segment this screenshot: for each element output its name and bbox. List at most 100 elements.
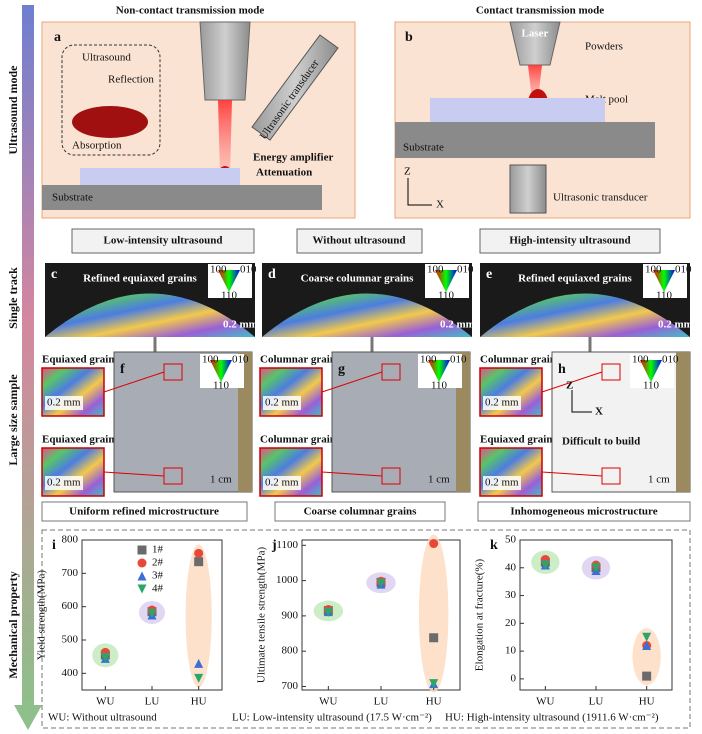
track-micrograph — [45, 293, 255, 337]
deposit — [80, 168, 240, 185]
y-tick-label: 1000 — [276, 574, 299, 586]
scale-label: 0.2 mm — [440, 319, 475, 331]
footer-note: WU: Without ultrasound — [48, 712, 157, 724]
track-micrograph — [480, 293, 690, 337]
ruler — [676, 352, 690, 492]
transducer — [251, 34, 339, 141]
x-tick-label: WU — [96, 696, 114, 708]
ipf-label: 110 — [438, 290, 455, 302]
scale-bg — [483, 396, 521, 410]
ipf-label: 110 — [643, 380, 660, 392]
data-point — [194, 548, 204, 558]
footer-note: HU: High-intensity ultrasound (1911.6 W·… — [445, 712, 659, 724]
ipf-label: 100 — [645, 264, 662, 276]
label: Substrate — [52, 192, 93, 204]
label: X — [436, 199, 444, 211]
data-point — [642, 641, 652, 651]
label: Ultrasonic transducer — [553, 192, 648, 204]
range-band — [185, 544, 212, 688]
ipf-label: 100 — [420, 354, 437, 366]
data-point — [137, 545, 147, 555]
data-point — [100, 653, 110, 663]
y-tick-label: 700 — [282, 680, 299, 692]
data-point — [323, 607, 333, 617]
side-label: Large size sample — [6, 374, 20, 466]
condition-box — [296, 228, 423, 254]
inset-label: Equiaxed grains — [42, 434, 119, 446]
y-tick-label: 900 — [282, 609, 299, 621]
scale-bg — [45, 476, 83, 490]
melt-pool — [72, 106, 148, 138]
data-point — [194, 557, 204, 567]
footer-note: LU: Low-intensity ultrasound (17.5 W·cm⁻… — [232, 712, 432, 724]
inset-scale: 0.2 mm — [485, 477, 519, 489]
panel-letter: f — [120, 362, 125, 377]
panel-letter: c — [51, 267, 57, 282]
outcome-box — [274, 501, 446, 522]
label: Reflection — [108, 74, 154, 86]
data-point — [194, 673, 204, 683]
y-tick-label: 500 — [62, 634, 79, 646]
y-tick-label: 1100 — [276, 539, 298, 551]
outcome: Inhomogeneous microstructure — [510, 506, 657, 518]
substrate — [395, 122, 655, 158]
side-label: Mechanical property — [6, 571, 20, 678]
inset-label: Columnar grains — [260, 434, 341, 446]
ipf-triangle — [653, 270, 675, 292]
data-point — [642, 632, 652, 642]
side-arrow-head — [14, 705, 42, 730]
ipf-label: 100 — [427, 264, 444, 276]
condition: High-intensity ultrasound — [509, 235, 630, 247]
roi-link — [321, 371, 383, 393]
inset-scale: 0.2 mm — [47, 397, 81, 409]
ipf-label: 110 — [213, 380, 230, 392]
axis-label: X — [595, 406, 603, 418]
condition: Low-intensity ultrasound — [104, 235, 223, 247]
track-label: Coarse columnar grains — [301, 273, 415, 285]
data-point — [591, 563, 601, 573]
x-tick-label: LU — [145, 696, 160, 708]
scale-bg — [483, 476, 521, 490]
ipf-label: 010 — [232, 354, 249, 366]
roi-link — [541, 471, 603, 477]
ipf-triangle — [428, 360, 450, 382]
data-point — [137, 571, 147, 581]
data-point — [137, 584, 147, 594]
side-label: Single track — [6, 267, 20, 329]
data-point — [540, 560, 550, 570]
y-tick-label: 400 — [62, 667, 79, 679]
track-micrograph — [262, 293, 472, 337]
label: Substrate — [403, 142, 444, 154]
ipf-label: 110 — [656, 290, 673, 302]
axes — [571, 390, 592, 413]
x-tick-label: WU — [319, 696, 337, 708]
x-tick-label: HU — [426, 696, 442, 708]
data-point — [376, 578, 386, 588]
label: Powders — [585, 41, 623, 53]
label: Absorption — [72, 140, 122, 152]
inset-scale: 0.2 mm — [485, 397, 519, 409]
outcome: Coarse columnar grains — [304, 506, 418, 518]
label: Ultrasound — [82, 52, 131, 64]
panel-letter: b — [405, 30, 413, 45]
panel-letter: d — [268, 267, 276, 282]
panel-title: Non-contact transmission mode — [116, 5, 265, 17]
scale-bg — [45, 396, 83, 410]
inset-label: Equiaxed grains — [42, 354, 119, 366]
x-tick-label: LU — [374, 696, 389, 708]
track-label: Refined equiaxed grains — [518, 273, 632, 285]
nozzle — [509, 21, 561, 66]
roi-link — [541, 371, 603, 393]
ipf-label: 010 — [450, 354, 467, 366]
condition: Without ultrasound — [312, 235, 405, 247]
inset-label: Columnar grains — [260, 354, 341, 366]
legend-label: 3# — [152, 570, 164, 582]
side-arrow — [22, 5, 34, 705]
panel-letter: k — [490, 538, 498, 553]
x-tick-label: LU — [589, 696, 604, 708]
y-tick-label: 600 — [62, 600, 79, 612]
ipf-triangle — [640, 360, 662, 382]
y-tick-label: 20 — [505, 617, 517, 629]
data-point — [137, 558, 147, 568]
deposit — [430, 98, 605, 122]
